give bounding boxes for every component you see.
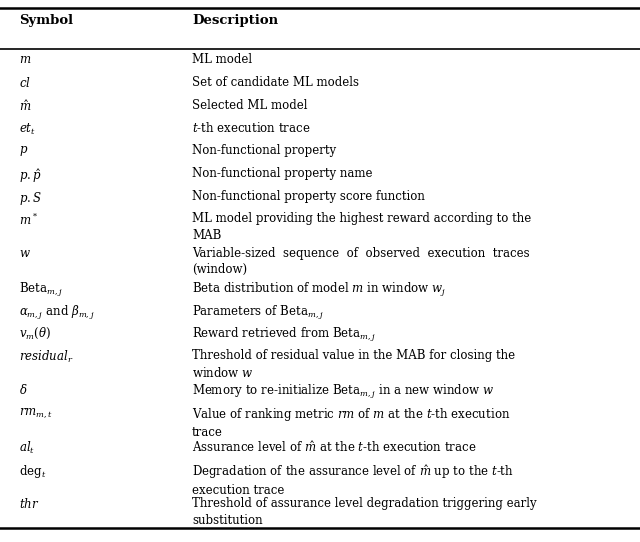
Text: $p.\hat{p}$: $p.\hat{p}$ (19, 167, 42, 185)
Text: Reward retrieved from $\mathrm{Beta}_{m,j}$: Reward retrieved from $\mathrm{Beta}_{m,… (192, 326, 376, 344)
Text: Selected ML model: Selected ML model (192, 99, 307, 112)
Text: $\hat{m}$: $\hat{m}$ (19, 99, 31, 114)
Text: $cl$: $cl$ (19, 76, 31, 90)
Text: $m^*$: $m^*$ (19, 212, 38, 228)
Text: $\delta$: $\delta$ (19, 383, 28, 397)
Text: $et_t$: $et_t$ (19, 121, 36, 137)
Text: Non-functional property score function: Non-functional property score function (192, 190, 425, 203)
Text: $\mathrm{deg}_t$: $\mathrm{deg}_t$ (19, 463, 47, 480)
Text: Beta distribution of model $m$ in window $w_j$: Beta distribution of model $m$ in window… (192, 281, 446, 299)
Text: Non-functional property name: Non-functional property name (192, 167, 372, 180)
Text: Memory to re-initialize $\mathrm{Beta}_{m,j}$ in a new window $w$: Memory to re-initialize $\mathrm{Beta}_{… (192, 383, 494, 401)
Text: Variable-sized  sequence  of  observed  execution  traces
(window): Variable-sized sequence of observed exec… (192, 247, 530, 276)
Text: Assurance level of $\hat{m}$ at the $t$-th execution trace: Assurance level of $\hat{m}$ at the $t$-… (192, 440, 476, 455)
Text: $m$: $m$ (19, 53, 31, 66)
Text: $v_m(\theta)$: $v_m(\theta)$ (19, 326, 51, 341)
Text: $t$-th execution trace: $t$-th execution trace (192, 121, 310, 136)
Text: ML model: ML model (192, 53, 252, 66)
Text: Threshold of assurance level degradation triggering early
substitution: Threshold of assurance level degradation… (192, 497, 536, 526)
Text: Degradation of the assurance level of $\hat{m}$ up to the $t$-th
execution trace: Degradation of the assurance level of $\… (192, 463, 514, 498)
Text: ML model providing the highest reward according to the
MAB: ML model providing the highest reward ac… (192, 212, 531, 242)
Text: Threshold of residual value in the MAB for closing the
window $w$: Threshold of residual value in the MAB f… (192, 349, 515, 380)
Text: $\mathit{residual}_r$: $\mathit{residual}_r$ (19, 349, 74, 365)
Text: $rm_{m,t}$: $rm_{m,t}$ (19, 406, 53, 419)
Text: $al_t$: $al_t$ (19, 440, 35, 456)
Text: Set of candidate ML models: Set of candidate ML models (192, 76, 359, 89)
Text: $w$: $w$ (19, 247, 31, 260)
Text: $\alpha_{m,j}$ and $\beta_{m,j}$: $\alpha_{m,j}$ and $\beta_{m,j}$ (19, 304, 95, 321)
Text: $\mathrm{Beta}_{m,j}$: $\mathrm{Beta}_{m,j}$ (19, 281, 63, 299)
Text: Value of ranking metric $rm$ of $m$ at the $t$-th execution
trace: Value of ranking metric $rm$ of $m$ at t… (192, 406, 510, 440)
Text: Parameters of $\mathrm{Beta}_{m,j}$: Parameters of $\mathrm{Beta}_{m,j}$ (192, 304, 324, 321)
Text: $thr$: $thr$ (19, 497, 40, 511)
Text: Description: Description (192, 14, 278, 27)
Text: $p.S$: $p.S$ (19, 190, 42, 207)
Text: Symbol: Symbol (19, 14, 74, 27)
Text: Non-functional property: Non-functional property (192, 144, 336, 157)
Text: $p$: $p$ (19, 144, 28, 158)
